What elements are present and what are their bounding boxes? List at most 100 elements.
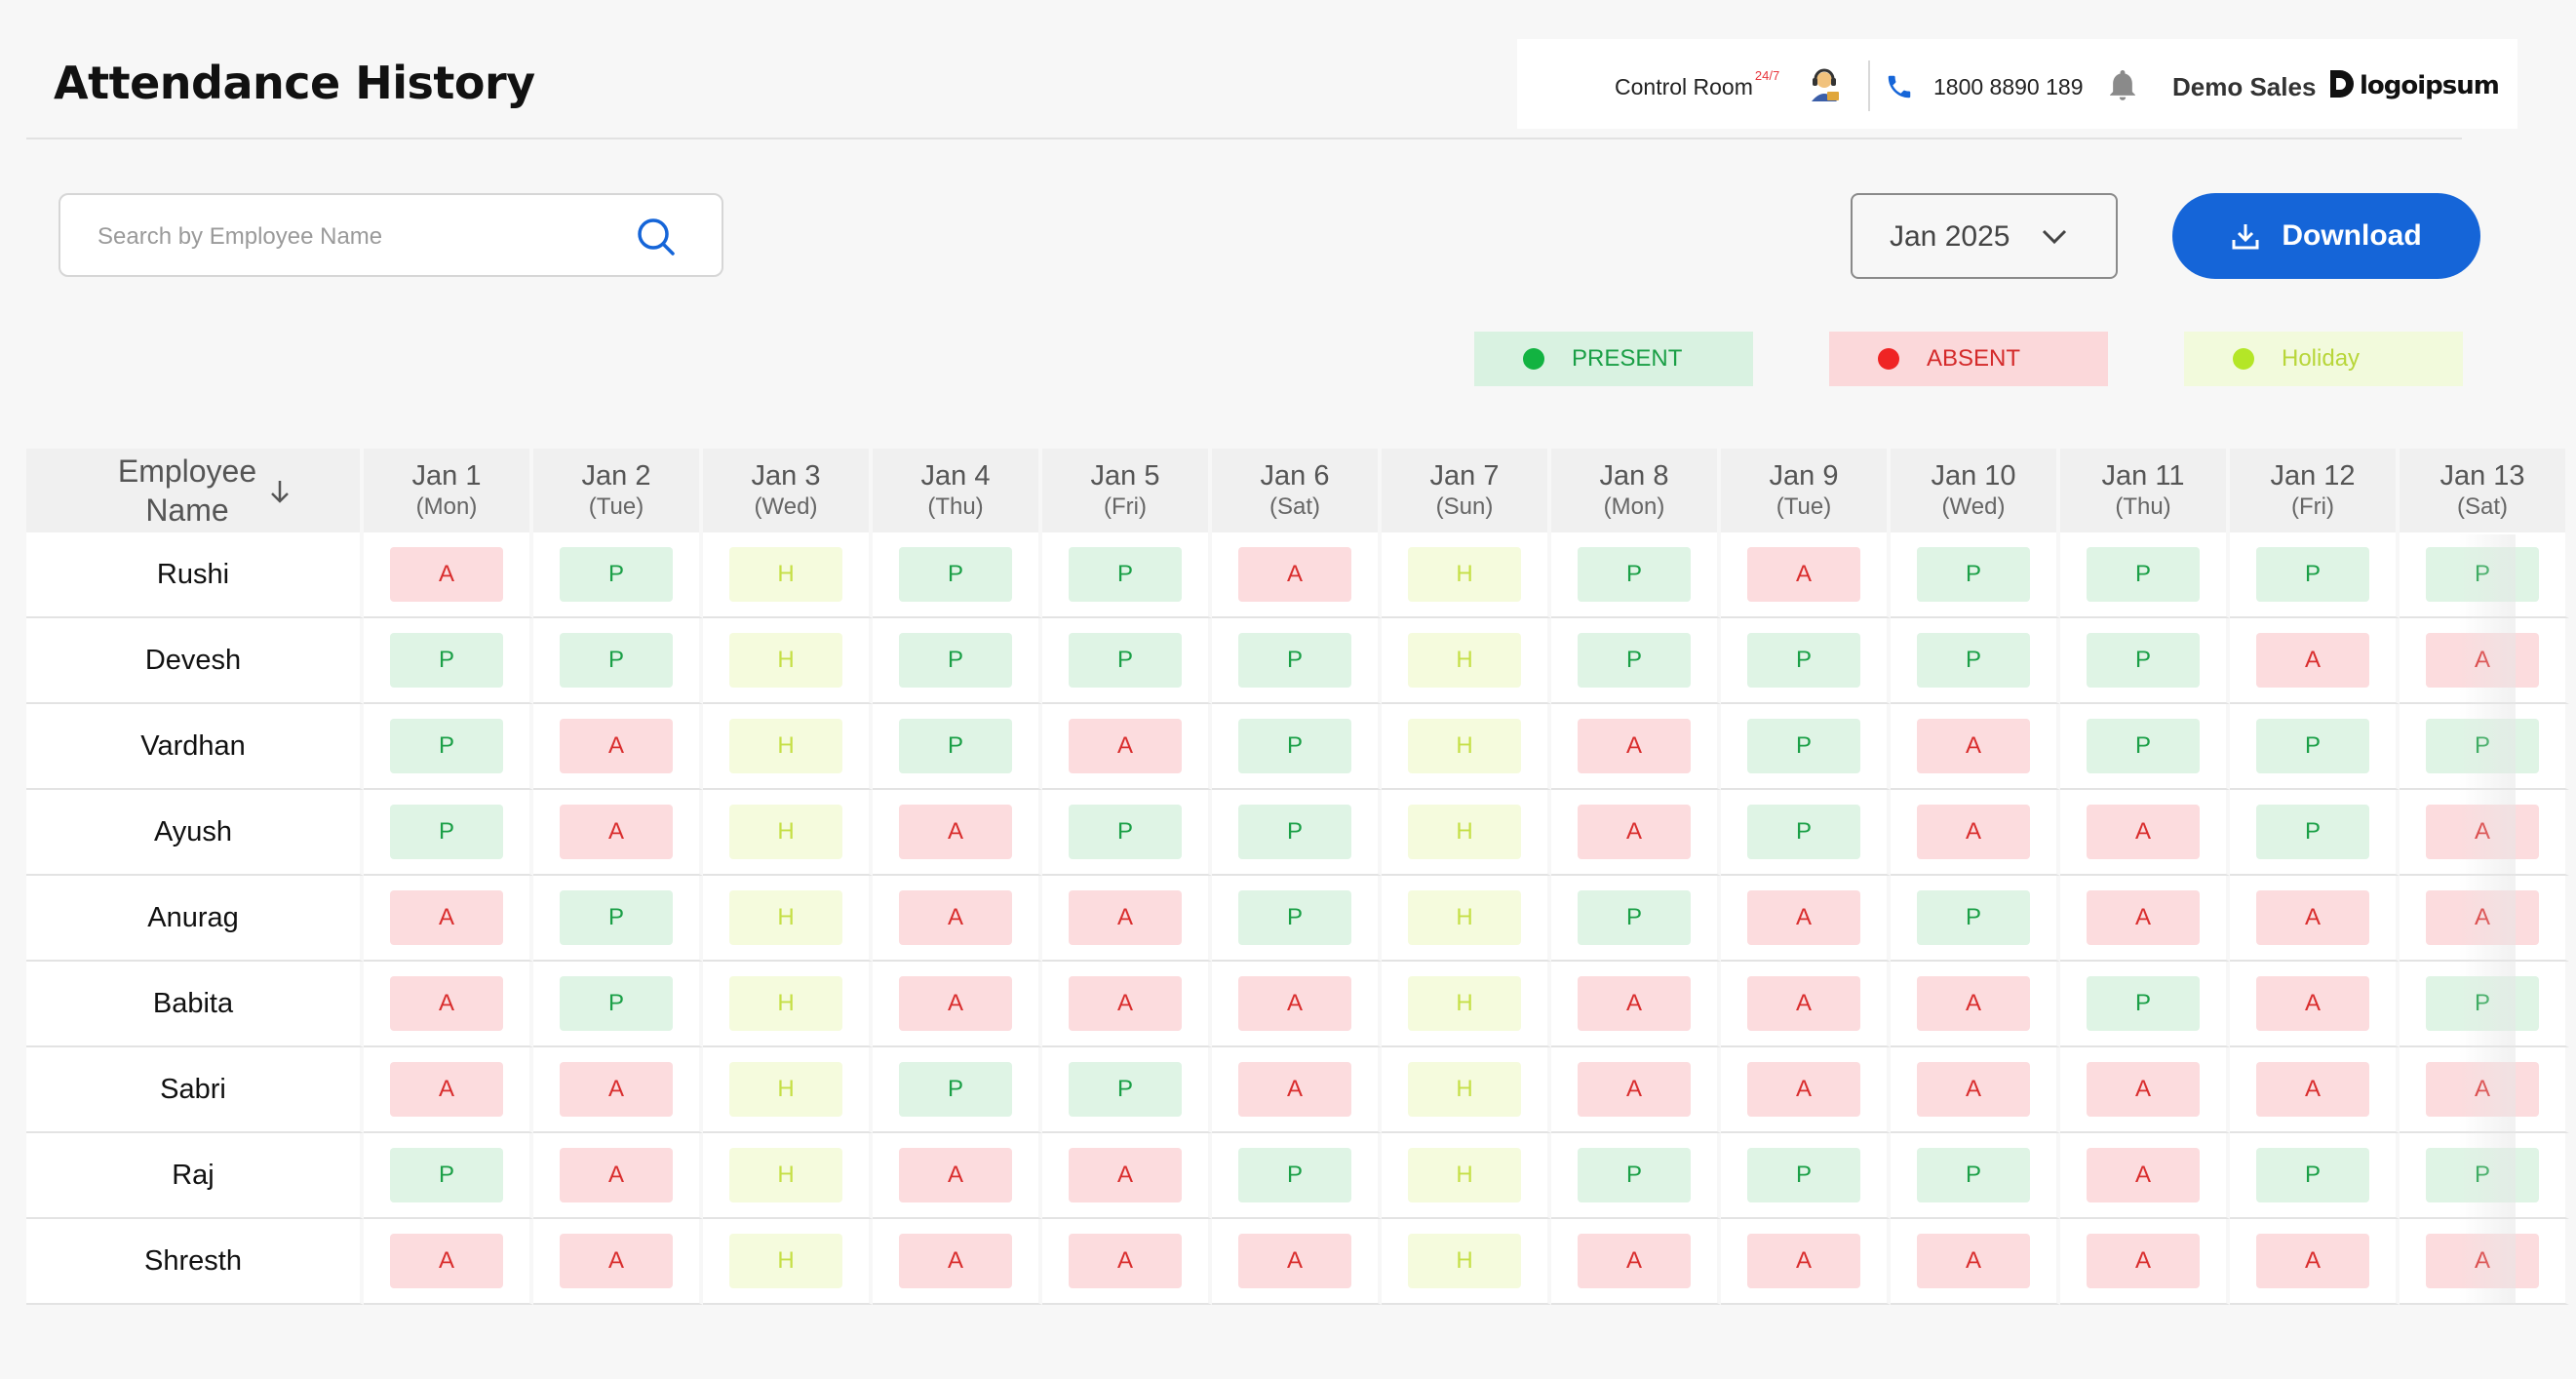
day-header-date: Jan 6 <box>1260 460 1330 492</box>
attendance-cell: A <box>2400 1047 2569 1133</box>
topbar: Control Room 24/7 1800 8890 189 Demo Sale… <box>1517 39 2517 129</box>
attendance-status-badge: P <box>390 719 503 773</box>
sort-arrow-down-icon[interactable] <box>266 478 293 505</box>
attendance-status-badge: H <box>729 547 842 602</box>
attendance-cell: A <box>533 1133 703 1219</box>
day-header-weekday: (Tue) <box>588 493 644 520</box>
attendance-cell: A <box>1212 1219 1382 1305</box>
attendance-cell: A <box>1551 1047 1721 1133</box>
attendance-status-badge: A <box>1747 976 1860 1031</box>
attendance-table-container[interactable]: Employee Name Jan 1 (Mon) Jan 2 (Tue) Jan 3(… <box>26 449 2569 1305</box>
day-header-date: Jan 8 <box>1599 460 1669 492</box>
attendance-cell: H <box>1382 1047 1551 1133</box>
chevron-down-icon <box>2042 229 2067 245</box>
control-room-label: Control Room <box>1615 74 1753 99</box>
attendance-status-badge: P <box>1917 890 2030 945</box>
table-row: Ayush P A H A P P H A P A A P A <box>26 790 2569 876</box>
attendance-status-badge: A <box>2087 805 2200 859</box>
attendance-cell: H <box>1382 532 1551 618</box>
attendance-status-badge: A <box>2426 1234 2539 1288</box>
user-name[interactable]: Demo Sales <box>2172 72 2317 101</box>
attendance-status-badge: H <box>729 1234 842 1288</box>
attendance-cell: P <box>873 704 1042 790</box>
attendance-cell: A <box>2230 962 2400 1047</box>
attendance-status-badge: P <box>1747 633 1860 688</box>
attendance-cell: P <box>1891 876 2060 962</box>
attendance-cell: P <box>2060 962 2230 1047</box>
attendance-cell: A <box>364 1047 533 1133</box>
table-row: Rushi A P H P P A H P A P P P P <box>26 532 2569 618</box>
bell-icon[interactable] <box>2108 70 2137 101</box>
attendance-status-badge: P <box>2087 633 2200 688</box>
attendance-status-badge: H <box>1408 547 1521 602</box>
attendance-cell: H <box>703 790 873 876</box>
attendance-status-badge: P <box>560 547 673 602</box>
table-row: Sabri A A H P P A H A A A A A A <box>26 1047 2569 1133</box>
attendance-cell: A <box>873 790 1042 876</box>
attendance-cell: H <box>703 704 873 790</box>
attendance-cell: A <box>1042 1133 1212 1219</box>
day-header-weekday: (Thu) <box>2115 493 2171 520</box>
attendance-cell: P <box>873 1047 1042 1133</box>
attendance-cell: P <box>533 532 703 618</box>
attendance-status-badge: A <box>1069 1234 1182 1288</box>
attendance-status-badge: P <box>1069 805 1182 859</box>
attendance-cell: A <box>364 962 533 1047</box>
download-label: Download <box>2282 219 2422 252</box>
download-button[interactable]: Download <box>2172 193 2480 279</box>
attendance-cell: P <box>2230 532 2400 618</box>
attendance-status-badge: P <box>1747 805 1860 859</box>
attendance-status-badge: A <box>1747 547 1860 602</box>
attendance-status-badge: A <box>1069 719 1182 773</box>
attendance-cell: P <box>2400 1133 2569 1219</box>
present-dot-icon <box>1523 348 1544 370</box>
attendance-cell: H <box>703 1047 873 1133</box>
attendance-cell: P <box>364 704 533 790</box>
employee-name-header[interactable]: Employee Name <box>26 449 364 532</box>
attendance-status-badge: A <box>1238 547 1351 602</box>
attendance-cell: A <box>873 962 1042 1047</box>
attendance-status-badge: A <box>1917 1062 2030 1117</box>
attendance-status-badge: A <box>1747 1234 1860 1288</box>
attendance-cell: A <box>1212 962 1382 1047</box>
attendance-status-badge: A <box>1069 890 1182 945</box>
logo-text: logoipsum <box>2360 71 2500 100</box>
attendance-cell: P <box>1212 790 1382 876</box>
attendance-status-badge: P <box>1578 890 1691 945</box>
topbar-divider <box>1868 60 1870 111</box>
phone-number[interactable]: 1800 8890 189 <box>1933 74 2084 99</box>
employee-name-cell: Devesh <box>26 618 364 704</box>
table-row: Vardhan P A H P A P H A P A P P P <box>26 704 2569 790</box>
attendance-status-badge: A <box>1917 976 2030 1031</box>
employee-name-cell: Rushi <box>26 532 364 618</box>
attendance-status-badge: H <box>1408 976 1521 1031</box>
search-icon[interactable] <box>636 217 677 257</box>
attendance-status-badge: H <box>1408 633 1521 688</box>
attendance-cell: P <box>1042 532 1212 618</box>
search-input[interactable] <box>96 215 626 259</box>
attendance-status-badge: A <box>1238 1234 1351 1288</box>
control-room-link[interactable]: Control Room 24/7 <box>1615 68 1779 100</box>
attendance-status-badge: A <box>1578 805 1691 859</box>
table-row: Shresth A A H A A A H A A A A A A <box>26 1219 2569 1305</box>
attendance-cell: H <box>1382 962 1551 1047</box>
attendance-cell: H <box>1382 704 1551 790</box>
day-header-weekday: (Wed) <box>1941 493 2006 520</box>
attendance-cell: P <box>364 790 533 876</box>
legend-holiday: Holiday <box>2184 332 2463 386</box>
attendance-status-badge: H <box>1408 719 1521 773</box>
attendance-cell: A <box>1042 962 1212 1047</box>
attendance-status-badge: P <box>1578 547 1691 602</box>
day-header-date: Jan 9 <box>1769 460 1839 492</box>
attendance-status-badge: P <box>1917 547 2030 602</box>
month-select[interactable]: Jan 2025 <box>1851 193 2118 279</box>
support-agent-icon[interactable] <box>1806 66 1843 103</box>
attendance-status-badge: P <box>2426 976 2539 1031</box>
attendance-status-badge: A <box>1578 1234 1691 1288</box>
table-row: Devesh P P H P P P H P P P P A A <box>26 618 2569 704</box>
attendance-cell: P <box>2230 790 2400 876</box>
attendance-status-badge: A <box>1917 1234 2030 1288</box>
legend-present-label: PRESENT <box>1572 345 1683 372</box>
attendance-status-badge: A <box>1747 1062 1860 1117</box>
attendance-cell: A <box>1891 704 2060 790</box>
